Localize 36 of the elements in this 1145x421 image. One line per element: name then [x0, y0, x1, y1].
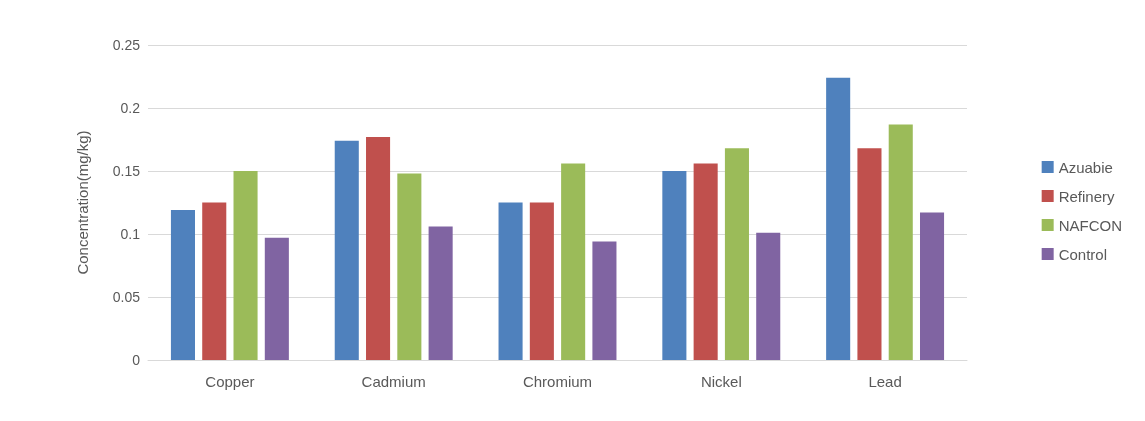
bar: [826, 77, 851, 360]
y-tick-label: 0.2: [120, 100, 141, 116]
x-tick-label: Nickel: [700, 373, 742, 390]
legend-label: NAFCON: [1058, 216, 1123, 234]
bar: [529, 202, 554, 360]
bar: [561, 163, 586, 360]
bar: [693, 163, 718, 360]
legend-label: Azuabie: [1058, 158, 1113, 176]
y-axis-title: Concentration(mg/kg): [74, 130, 91, 275]
x-tick-label: Copper: [205, 373, 255, 390]
legend-label: Control: [1058, 245, 1108, 263]
bar: [170, 210, 195, 360]
x-tick-label: Chromium: [522, 373, 593, 390]
bar: [397, 173, 422, 360]
y-tick-label: 0: [132, 352, 141, 368]
bar: [202, 202, 227, 360]
bar: [888, 124, 913, 360]
bar: [233, 171, 258, 360]
x-tick-label: Cadmium: [361, 373, 426, 390]
y-tick-label: 0.15: [112, 163, 141, 179]
bar: [756, 232, 781, 360]
bar: [920, 212, 945, 360]
bar: [264, 237, 289, 360]
y-tick-label: 0.05: [112, 289, 141, 305]
bar: [428, 226, 453, 360]
legend-label: Refinery: [1058, 187, 1116, 205]
bar: [498, 202, 523, 360]
y-tick-label: 0.25: [112, 37, 141, 53]
bar: [334, 140, 359, 360]
bar: [724, 148, 749, 360]
bar: [857, 148, 882, 360]
bar: [592, 241, 617, 360]
y-tick-label: 0.1: [120, 226, 141, 242]
bar: [366, 136, 391, 360]
bar: [662, 171, 687, 360]
x-tick-label: Lead: [868, 373, 902, 390]
